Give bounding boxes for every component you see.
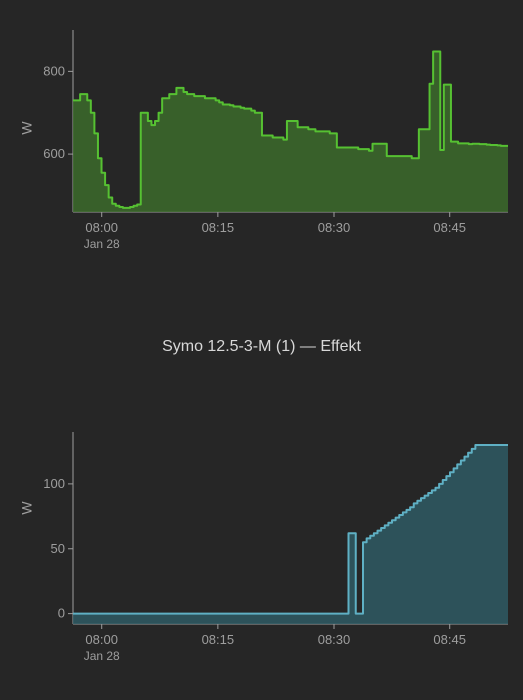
svg-text:08:30: 08:30 [318,220,351,235]
y-axis-label: W [19,121,35,134]
chart-panel-1: W 600 800 08:00 08:15 08:30 08:45 Jan 28 [0,0,523,280]
svg-text:08:00: 08:00 [85,632,118,647]
chart-panel-2: Symo 12.5-3-M (1) — Effekt W 0 50 100 08:00… [0,330,523,672]
chart-1: 600 800 08:00 08:15 08:30 08:45 Jan 28 [0,0,523,280]
svg-text:600: 600 [43,146,65,161]
svg-text:Jan 28: Jan 28 [84,237,120,251]
svg-text:08:00: 08:00 [85,220,118,235]
svg-text:100: 100 [43,476,65,491]
svg-text:08:45: 08:45 [433,220,466,235]
svg-text:0: 0 [58,606,65,621]
chart-title: Symo 12.5-3-M (1) — Effekt [0,330,523,372]
svg-text:08:45: 08:45 [433,632,466,647]
svg-text:50: 50 [51,541,65,556]
chart-2: 0 50 100 08:00 08:15 08:30 08:45 Jan 28 [0,372,523,672]
svg-text:800: 800 [43,63,65,78]
svg-text:08:30: 08:30 [318,632,351,647]
svg-text:08:15: 08:15 [202,632,235,647]
svg-text:Jan 28: Jan 28 [84,649,120,663]
svg-text:08:15: 08:15 [202,220,235,235]
y-axis-label: W [19,501,35,514]
